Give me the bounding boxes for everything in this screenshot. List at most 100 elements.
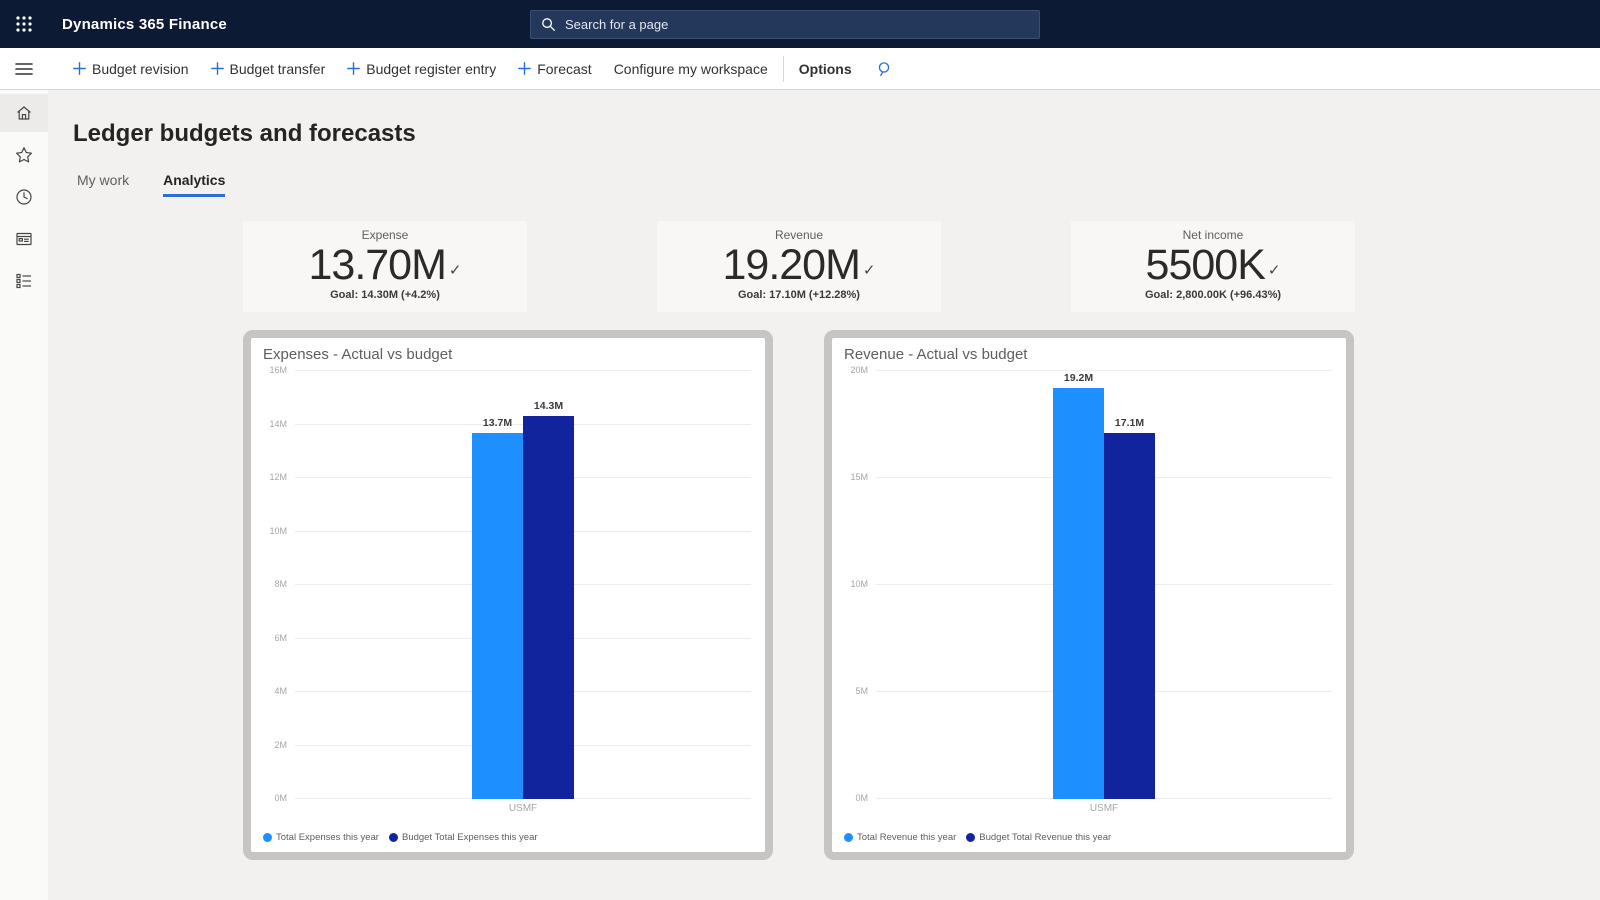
budget-register-entry-button[interactable]: Budget register entry (336, 48, 507, 89)
bar[interactable]: 14.3M (523, 400, 574, 799)
legend-dot-icon (966, 833, 976, 842)
app-title: Dynamics 365 Finance (62, 15, 227, 33)
kpi-goal: Goal: 14.30M (+4.2%) (330, 289, 440, 301)
home-icon (17, 106, 31, 120)
charts-row: Expenses - Actual vs budget 0M 2M 4M 6M 8M 10… (243, 330, 1355, 860)
legend-item: Budget Total Expenses this year (388, 832, 538, 843)
options-button[interactable]: Options (788, 48, 863, 89)
sidebar-item-modules[interactable] (0, 262, 48, 300)
kpi-title: Revenue (774, 228, 824, 242)
sidebar-item-home[interactable] (0, 94, 48, 132)
y-axis-tick-label: 8M (274, 579, 287, 589)
legend-dot-icon (388, 833, 398, 842)
sidebar-item-favorites[interactable] (0, 136, 48, 174)
button-label: Options (798, 60, 852, 77)
gridline: 20M (850, 365, 1332, 375)
data-label: 13.7M (482, 416, 513, 429)
goal-met-check-icon: ✓ (448, 262, 462, 279)
gridline: 16M (269, 365, 751, 375)
legend-item: Total Revenue this year (844, 832, 956, 843)
kpi-card-expense[interactable]: Expense 13.70M ✓ Goal: 14.30M (+4.2%) (243, 221, 527, 312)
kpi-value: 19.20M (722, 241, 860, 289)
search-icon (878, 61, 889, 76)
button-label: Budget register entry (366, 60, 497, 77)
kpi-card-net-income[interactable]: Net income 5500K ✓ Goal: 2,800.00K (+96.… (1071, 221, 1355, 312)
y-axis-tick-label: 15M (850, 472, 868, 482)
button-label: Budget revision (92, 60, 189, 77)
legend-label: Budget Total Revenue this year (979, 832, 1112, 843)
y-axis-tick-label: 20M (850, 365, 868, 375)
y-axis-tick-label: 2M (274, 739, 287, 750)
toolbar-search-button[interactable] (863, 48, 907, 89)
legend-item: Budget Total Revenue this year (966, 832, 1111, 843)
forecast-button[interactable]: Forecast (507, 48, 602, 89)
legend-label: Budget Total Expenses this year (401, 832, 538, 843)
y-axis-tick-label: 0M (855, 793, 868, 803)
kpi-goal: Goal: 2,800.00K (+96.43%) (1144, 289, 1282, 301)
hamburger-icon (15, 62, 33, 75)
bar-group: 13.7M 14.3M (472, 371, 574, 799)
bar[interactable]: 13.7M (472, 417, 523, 799)
page-search-box[interactable] (530, 10, 1040, 39)
y-axis-tick-label: 14M (269, 418, 287, 429)
tab-analytics[interactable]: Analytics (163, 172, 226, 197)
plus-icon (347, 62, 361, 75)
y-axis-tick-label: 5M (855, 686, 868, 696)
chart-plot-area: 0M 2M 4M 6M 8M 10M 12M 14M 16M 13.7M 14.3M USMF (269, 365, 751, 814)
legend-dot-icon (844, 833, 853, 842)
kpi-row: Expense 13.70M ✓ Goal: 14.30M (+4.2%) Re… (243, 221, 1355, 312)
search-icon (542, 18, 555, 31)
budget-revision-button[interactable]: Budget revision (62, 48, 200, 89)
y-axis-tick-label: 10M (850, 579, 868, 589)
kpi-card-revenue[interactable]: Revenue 19.20M ✓ Goal: 17.10M (+12.28%) (657, 221, 941, 312)
budget-transfer-button[interactable]: Budget transfer (200, 48, 337, 89)
data-label: 17.1M (1114, 417, 1145, 430)
y-axis-tick-label: 6M (274, 632, 287, 643)
legend-label: Total Expenses this year (276, 832, 379, 843)
chart-plot-area: 0M 5M 10M 15M 20M 19.2M 17.1M USMF (850, 365, 1332, 814)
clock-icon (16, 189, 32, 205)
x-axis-category-label: USMF (1089, 803, 1119, 814)
tab-my-work[interactable]: My work (77, 172, 130, 188)
top-navigation-bar: Dynamics 365 Finance (0, 0, 1600, 48)
tab-strip: My work Analytics (77, 172, 1600, 197)
app-launcher-button[interactable] (0, 0, 48, 48)
page-title: Ledger budgets and forecasts (73, 120, 416, 147)
bar-group: 19.2M 17.1M (1053, 371, 1155, 799)
data-label: 14.3M (533, 400, 564, 413)
chart-legend: Total Revenue this year Budget Total Reve… (844, 832, 1111, 843)
sidebar-item-workspaces[interactable] (0, 220, 48, 258)
y-axis-tick-label: 12M (269, 472, 287, 482)
sidebar-item-recent[interactable] (0, 178, 48, 216)
legend-item: Total Expenses this year (263, 832, 379, 843)
plus-icon (73, 62, 86, 75)
action-pane: Budget revision Budget transfer Budget r… (48, 48, 1600, 90)
expand-navigation-button[interactable] (0, 48, 48, 90)
y-axis-tick-label: 4M (274, 686, 287, 696)
legend-dot-icon (263, 833, 272, 842)
left-navigation-rail (0, 48, 48, 900)
workspace-icon (16, 232, 32, 246)
data-label: 19.2M (1063, 372, 1094, 385)
legend-label: Total Revenue this year (857, 832, 957, 843)
search-input[interactable] (565, 17, 1029, 32)
bar[interactable]: 17.1M (1104, 417, 1155, 799)
bar[interactable]: 19.2M (1053, 372, 1104, 799)
kpi-title: Expense (361, 228, 409, 242)
chart-legend: Total Expenses this year Budget Total Exp… (263, 832, 538, 843)
kpi-value: 13.70M (308, 241, 446, 289)
goal-met-check-icon: ✓ (1267, 262, 1281, 279)
goal-met-check-icon: ✓ (862, 262, 876, 279)
chart-title: Expenses - Actual vs budget (263, 346, 453, 363)
plus-icon (518, 62, 532, 75)
chart-title: Revenue - Actual vs budget (844, 346, 1028, 363)
button-label: Configure my workspace (613, 60, 768, 77)
toolbar-divider (782, 55, 784, 82)
y-axis-tick-label: 0M (274, 793, 287, 803)
plus-icon (210, 62, 224, 75)
button-label: Budget transfer (229, 60, 326, 77)
configure-my-workspace-button[interactable]: Configure my workspace (603, 48, 779, 89)
expenses-chart-card[interactable]: Expenses - Actual vs budget 0M 2M 4M 6M 8M 10… (243, 330, 773, 860)
star-icon (16, 147, 32, 163)
revenue-chart-card[interactable]: Revenue - Actual vs budget 0M 5M 10M 15M 20M… (824, 330, 1354, 860)
